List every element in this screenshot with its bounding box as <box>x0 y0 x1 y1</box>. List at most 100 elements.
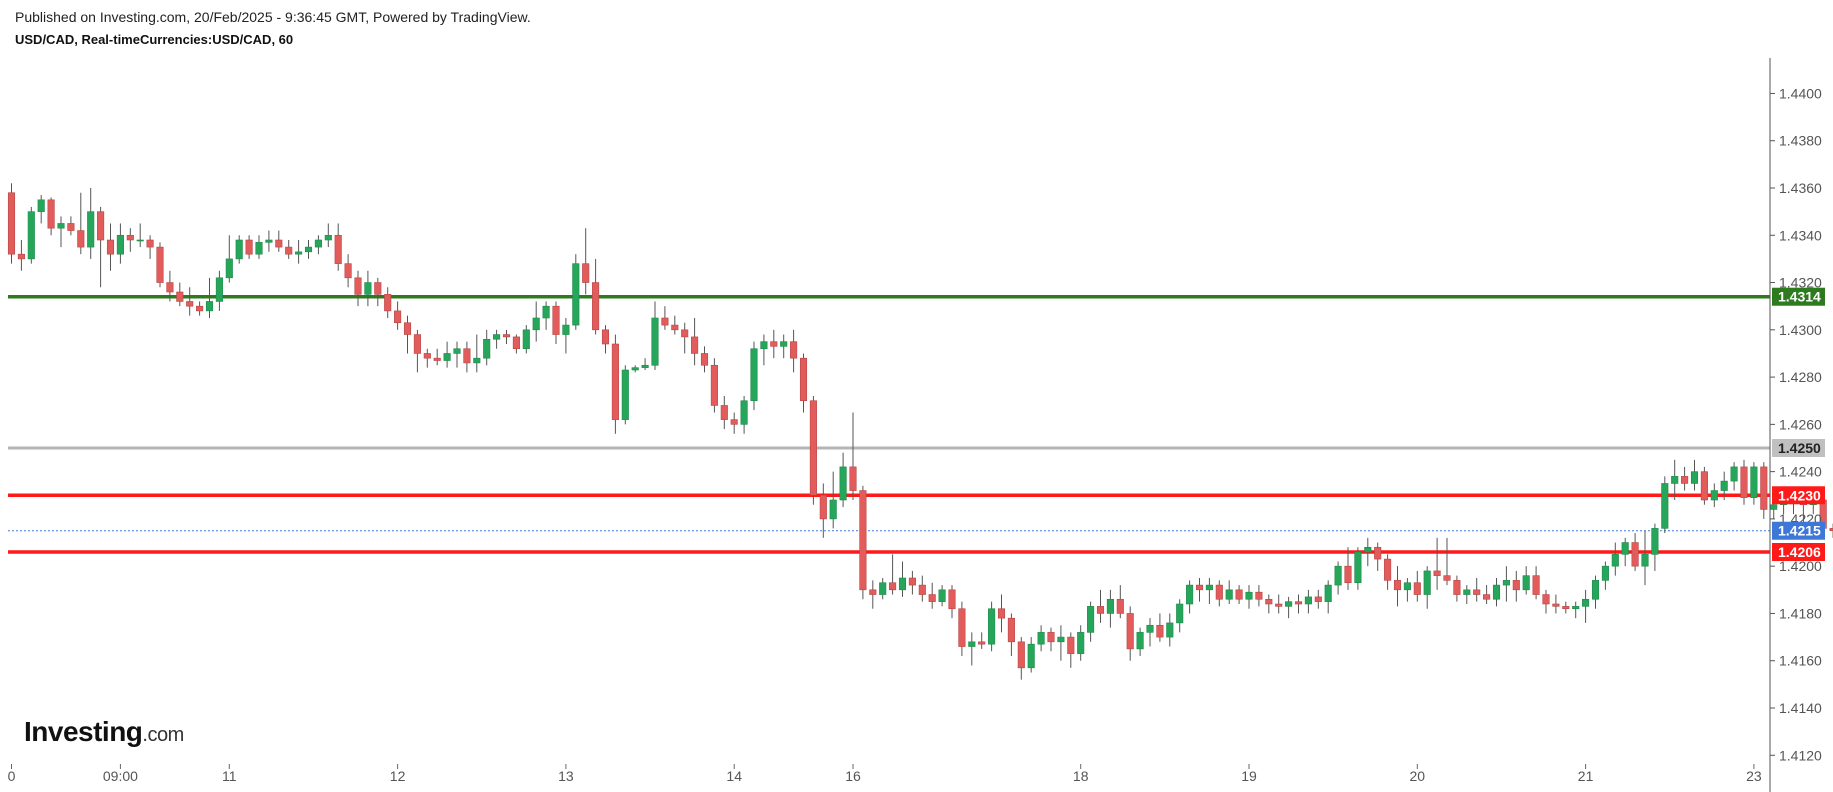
candle-body <box>1750 466 1758 498</box>
candle-body <box>988 608 996 645</box>
candle <box>186 287 194 316</box>
candle <box>196 301 204 316</box>
candle <box>1007 613 1015 656</box>
time-axis[interactable]: 0 09:00 11 12 13 14 16 18 19 20 21 23 <box>0 760 1770 784</box>
candle <box>988 601 996 652</box>
candle-body <box>205 301 214 312</box>
candle <box>1661 476 1669 534</box>
candle-body <box>532 317 540 331</box>
candle-body <box>879 582 887 595</box>
candle-body <box>384 294 392 312</box>
candle-body <box>156 246 164 283</box>
candle-body <box>1126 613 1134 650</box>
candle <box>245 235 253 259</box>
candle-body <box>582 263 590 283</box>
time-tick-label: 11 <box>222 768 237 784</box>
candle-body <box>1334 565 1342 586</box>
candle-body <box>1681 476 1689 484</box>
candle-body <box>334 234 342 264</box>
candle-body <box>849 466 857 491</box>
candle <box>1027 637 1035 673</box>
candle-body <box>285 246 293 255</box>
candle <box>1255 585 1263 607</box>
level-price-tag: 1.4250 <box>1772 439 1825 457</box>
candle <box>1671 459 1679 500</box>
candle-body <box>1047 632 1055 643</box>
candle <box>1067 632 1075 668</box>
candle-body <box>1552 603 1560 607</box>
candle <box>1403 578 1411 602</box>
candle <box>1324 580 1332 614</box>
candle <box>750 341 758 411</box>
time-tick-label: 14 <box>726 768 742 784</box>
candle-body <box>948 589 956 610</box>
level-price-tag: 1.4314 <box>1772 287 1825 306</box>
candle-body <box>235 239 243 260</box>
candle-body <box>1017 641 1025 669</box>
candle <box>1176 599 1184 633</box>
candle-body <box>463 348 471 364</box>
candle-body <box>661 317 669 326</box>
candle <box>562 318 570 354</box>
candle <box>215 270 223 311</box>
candle-body <box>1760 466 1768 510</box>
candle-body <box>1621 542 1629 555</box>
candle <box>1572 601 1580 619</box>
candle <box>1087 601 1095 642</box>
candle-body <box>1413 582 1421 595</box>
candle-body <box>106 239 115 255</box>
candle <box>938 585 946 607</box>
candle-body <box>166 282 174 293</box>
candle <box>1641 530 1649 586</box>
price-axis[interactable]: 1.4400 1.4380 1.4360 1.4340 1.4320 1.4300 1.42… <box>1770 85 1822 763</box>
candle-body <box>1611 554 1619 567</box>
time-tick-label: 12 <box>390 768 406 784</box>
candle <box>760 334 768 366</box>
candle-body <box>601 329 610 345</box>
candle-body <box>631 367 639 371</box>
candle <box>116 223 124 264</box>
candle <box>948 585 956 619</box>
candle-body <box>1730 466 1738 482</box>
candle <box>542 301 550 330</box>
price-tick-label: 1.4300 <box>1779 322 1822 338</box>
candle-body <box>1067 636 1075 654</box>
candle-body <box>27 211 35 260</box>
candle <box>978 632 986 649</box>
candle <box>1740 459 1748 505</box>
candle-body <box>354 277 362 295</box>
candle-body <box>146 239 154 248</box>
level-price-tag-text: 1.4314 <box>1778 289 1821 305</box>
candle <box>1334 561 1342 595</box>
candle <box>601 325 610 354</box>
candle <box>1106 589 1114 628</box>
candle <box>1047 627 1055 652</box>
candle <box>1384 554 1392 590</box>
candle-body <box>1136 632 1144 650</box>
candle-body <box>1166 622 1174 638</box>
candle <box>1473 578 1481 602</box>
candle-body <box>1473 589 1481 595</box>
candle-body <box>691 336 699 354</box>
candle-body <box>403 322 412 335</box>
candle <box>502 329 511 344</box>
candle-body <box>1225 589 1233 600</box>
candle-body <box>1156 624 1164 638</box>
candle <box>740 396 748 434</box>
candle-body <box>1027 643 1035 669</box>
horizontal-levels <box>8 294 1770 554</box>
candle-body <box>730 419 738 425</box>
candle <box>126 228 134 252</box>
candle-body <box>295 251 303 255</box>
candle-body <box>809 400 817 496</box>
candle-body <box>770 341 778 347</box>
candle <box>1057 625 1065 661</box>
candle <box>443 341 451 368</box>
candle-body <box>215 277 223 302</box>
candle-body <box>97 211 105 241</box>
candle <box>106 223 115 271</box>
candle-body <box>1275 603 1283 607</box>
candle-body <box>1720 480 1728 491</box>
candle-body <box>17 253 25 260</box>
